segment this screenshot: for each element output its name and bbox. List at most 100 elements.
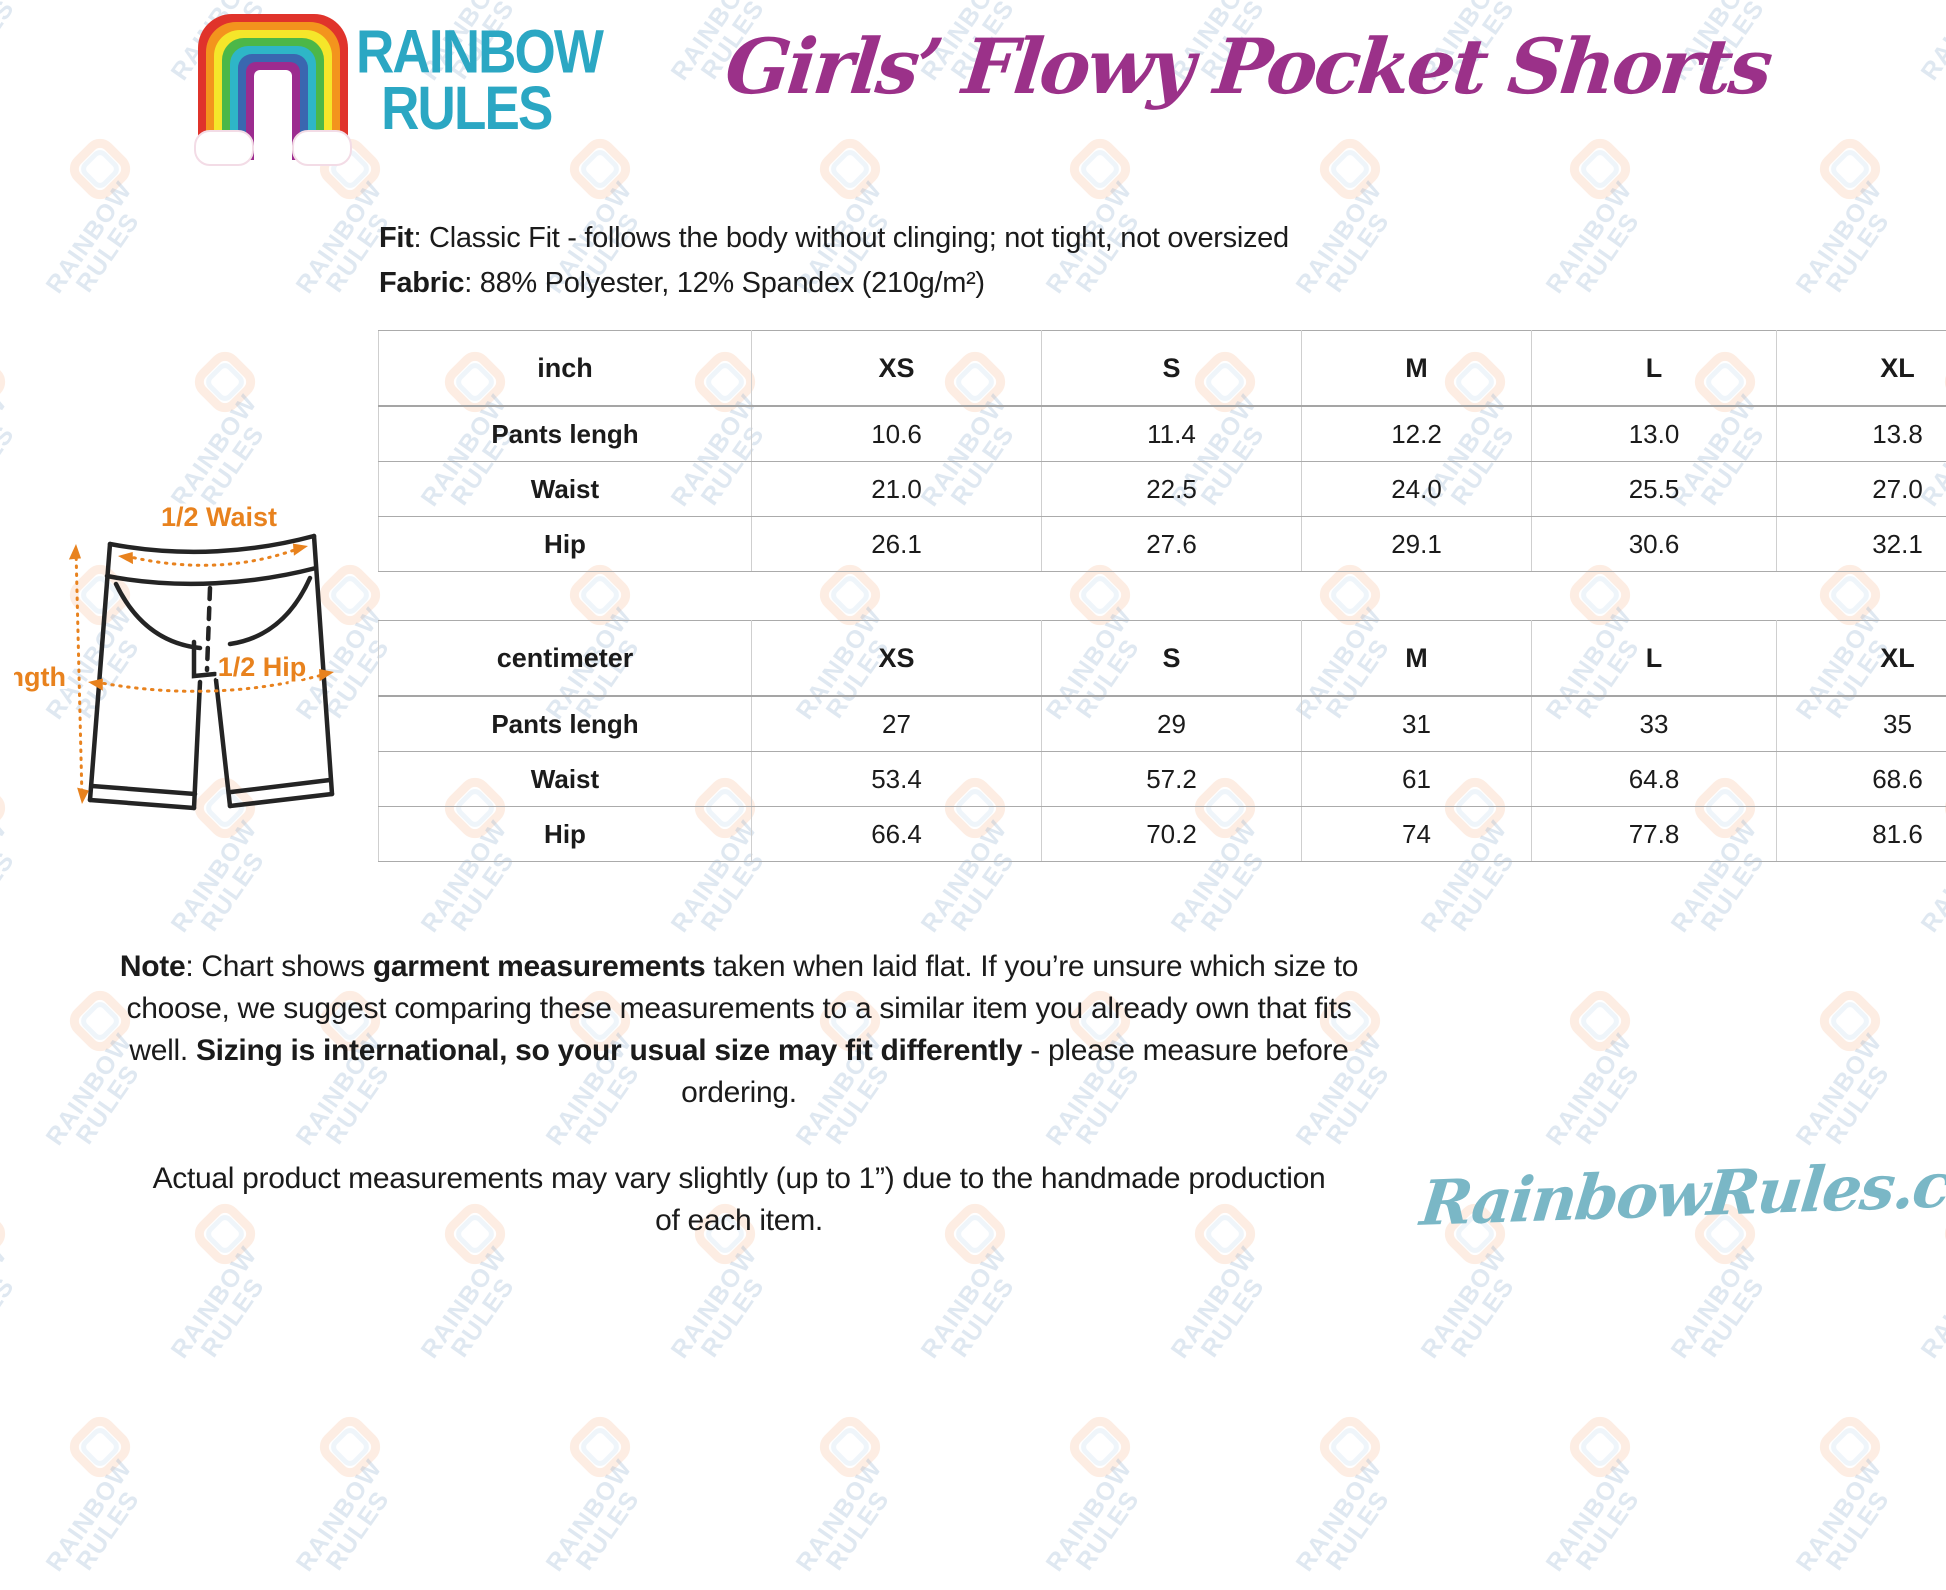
table-header-cell: S	[1042, 621, 1302, 697]
table-row: Pants lengh 10.6 11.4 12.2 13.0 13.8	[379, 406, 1946, 462]
table-cell: 30.6	[1532, 517, 1777, 572]
table-row: Pants lengh 27 29 31 33 35	[379, 696, 1946, 752]
table-cell: 13.0	[1532, 406, 1777, 462]
table-row-label: Waist	[379, 752, 752, 807]
hip-measure-label: 1/2 Hip	[218, 652, 307, 682]
table-cell: 33	[1532, 696, 1777, 752]
rainbow-watermark-icon	[813, 1410, 887, 1484]
table-row: Hip 66.4 70.2 74 77.8 81.6	[379, 807, 1946, 862]
table-cell: 29	[1042, 696, 1302, 752]
table-cell: 31	[1302, 696, 1532, 752]
website-wordmark: RainbowRules.com	[1417, 1149, 1937, 1240]
brand-name: RAINBOW RULES	[356, 24, 602, 137]
table-cell: 57.2	[1042, 752, 1302, 807]
note-label: Note	[120, 950, 185, 983]
table-row-label: Pants lengh	[379, 696, 752, 752]
table-header-cell: M	[1302, 621, 1532, 697]
table-cell: 13.8	[1777, 406, 1946, 462]
table-row: Hip 26.1 27.6 29.1 30.6 32.1	[379, 517, 1946, 572]
table-cell: 61	[1302, 752, 1532, 807]
table-header-row: inch XS S M L XL	[379, 331, 1946, 407]
table-cell: 68.6	[1777, 752, 1946, 807]
note-bold-garment: garment measurements	[373, 950, 705, 983]
table-cell: 35	[1777, 696, 1946, 752]
table-cell: 81.6	[1777, 807, 1946, 862]
length-measure-label: Length	[14, 662, 66, 692]
table-cell: 66.4	[752, 807, 1042, 862]
table-cell: 27.0	[1777, 462, 1946, 517]
rainbow-rules-logo-icon	[198, 14, 348, 160]
table-header-cell: M	[1302, 331, 1532, 407]
table-cell: 27.6	[1042, 517, 1302, 572]
table-cell: 70.2	[1042, 807, 1302, 862]
rainbow-watermark-icon	[1313, 1410, 1387, 1484]
table-header-cell: XS	[752, 621, 1042, 697]
rainbow-arch-center	[254, 70, 292, 160]
cloud-left-icon	[194, 130, 254, 166]
table-header-cell: XS	[752, 331, 1042, 407]
fit-text: : Classic Fit - follows the body without…	[414, 222, 1289, 254]
table-header-cell: XL	[1777, 331, 1946, 407]
fabric-line: Fabric: 88% Polyester, 12% Spandex (210g…	[379, 261, 1289, 306]
fit-line: Fit: Classic Fit - follows the body with…	[379, 216, 1289, 261]
waist-measure-label: 1/2 Waist	[161, 502, 277, 532]
rainbow-watermark-icon	[1813, 1410, 1887, 1484]
rainbow-watermark-icon	[1563, 1410, 1637, 1484]
product-description: Fit: Classic Fit - follows the body with…	[379, 216, 1289, 306]
table-cell: 10.6	[752, 406, 1042, 462]
table-row-label: Pants lengh	[379, 406, 752, 462]
cloud-right-icon	[292, 130, 352, 166]
table-cell: 24.0	[1302, 462, 1532, 517]
table-header-cell: XL	[1777, 621, 1946, 697]
size-table-inch: inch XS S M L XL Pants lengh 10.6 11.4 1…	[378, 330, 1946, 572]
table-row-label: Hip	[379, 517, 752, 572]
table-row: Waist 21.0 22.5 24.0 25.5 27.0	[379, 462, 1946, 517]
size-table-centimeter: centimeter XS S M L XL Pants lengh 27 29…	[378, 620, 1946, 862]
table-cell: 77.8	[1532, 807, 1777, 862]
fabric-label: Fabric	[379, 267, 464, 299]
rainbow-watermark-icon	[563, 1410, 637, 1484]
brand-name-line2: RULES	[381, 81, 602, 138]
rainbow-watermark-icon	[313, 1410, 387, 1484]
table-cell: 12.2	[1302, 406, 1532, 462]
table-cell: 27	[752, 696, 1042, 752]
table-header-row: centimeter XS S M L XL	[379, 621, 1946, 697]
table-row: Waist 53.4 57.2 61 64.8 68.6	[379, 752, 1946, 807]
table-row-label: Waist	[379, 462, 752, 517]
unit-header-cell: centimeter	[379, 621, 752, 697]
unit-header-cell: inch	[379, 331, 752, 407]
table-cell: 64.8	[1532, 752, 1777, 807]
rainbow-watermark-icon	[1063, 1410, 1137, 1484]
note-text: : Chart shows	[185, 950, 373, 983]
table-header-cell: S	[1042, 331, 1302, 407]
table-row-label: Hip	[379, 807, 752, 862]
rainbow-watermark-icon	[63, 1410, 137, 1484]
table-cell: 21.0	[752, 462, 1042, 517]
table-cell: 11.4	[1042, 406, 1302, 462]
footer-note: Actual product measurements may vary sli…	[139, 1158, 1339, 1242]
table-cell: 53.4	[752, 752, 1042, 807]
note-bold-sizing: Sizing is international, so your usual s…	[196, 1034, 1022, 1067]
table-header-cell: L	[1532, 331, 1777, 407]
fit-label: Fit	[379, 222, 414, 254]
note-paragraph: Note: Chart shows garment measurements t…	[119, 946, 1359, 1114]
table-cell: 22.5	[1042, 462, 1302, 517]
table-cell: 29.1	[1302, 517, 1532, 572]
table-header-cell: L	[1532, 621, 1777, 697]
table-cell: 74	[1302, 807, 1532, 862]
